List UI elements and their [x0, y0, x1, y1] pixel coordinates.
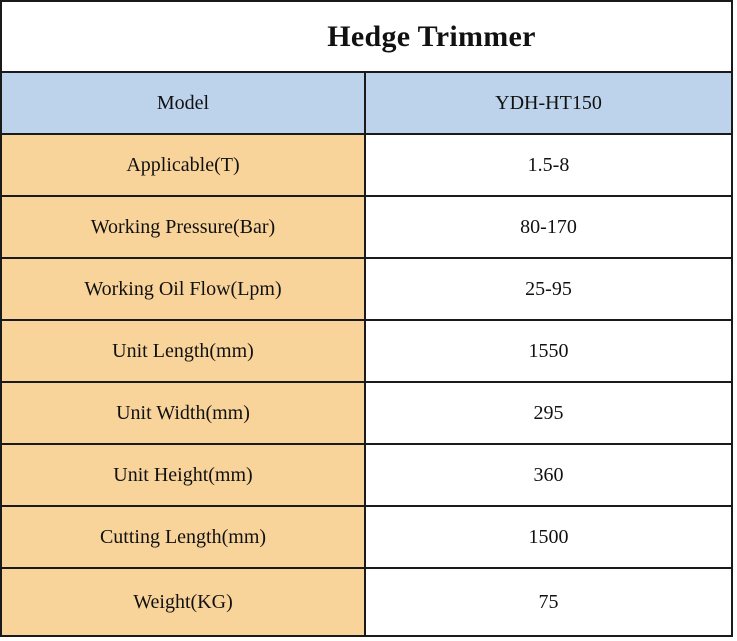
row-label-cell: Working Pressure(Bar): [2, 197, 366, 257]
row-value-cell: 1.5-8: [366, 135, 731, 195]
row-value-cell: 25-95: [366, 259, 731, 319]
table-row: Unit Height(mm) 360: [2, 445, 731, 507]
row-value-cell: 360: [366, 445, 731, 505]
row-value-cell: 75: [366, 569, 731, 635]
row-value-cell: 1500: [366, 507, 731, 567]
row-label-cell: Unit Width(mm): [2, 383, 366, 443]
row-value-cell: 80-170: [366, 197, 731, 257]
table-title-row: Hedge Trimmer: [2, 2, 731, 73]
row-value-cell: 1550: [366, 321, 731, 381]
row-label-cell: Working Oil Flow(Lpm): [2, 259, 366, 319]
row-label-cell: Unit Length(mm): [2, 321, 366, 381]
table-header-row: Model YDH-HT150: [2, 73, 731, 135]
row-label-cell: Unit Height(mm): [2, 445, 366, 505]
header-value-cell: YDH-HT150: [366, 73, 731, 133]
table-row: Working Pressure(Bar) 80-170: [2, 197, 731, 259]
header-label-cell: Model: [2, 73, 366, 133]
table-row: Unit Length(mm) 1550: [2, 321, 731, 383]
table-title: Hedge Trimmer: [327, 19, 536, 53]
table-row: Unit Width(mm) 295: [2, 383, 731, 445]
table-row: Weight(KG) 75: [2, 569, 731, 635]
table-row: Cutting Length(mm) 1500: [2, 507, 731, 569]
row-value-cell: 295: [366, 383, 731, 443]
table-row: Working Oil Flow(Lpm) 25-95: [2, 259, 731, 321]
row-label-cell: Applicable(T): [2, 135, 366, 195]
table-row: Applicable(T) 1.5-8: [2, 135, 731, 197]
row-label-cell: Cutting Length(mm): [2, 507, 366, 567]
row-label-cell: Weight(KG): [2, 569, 366, 635]
